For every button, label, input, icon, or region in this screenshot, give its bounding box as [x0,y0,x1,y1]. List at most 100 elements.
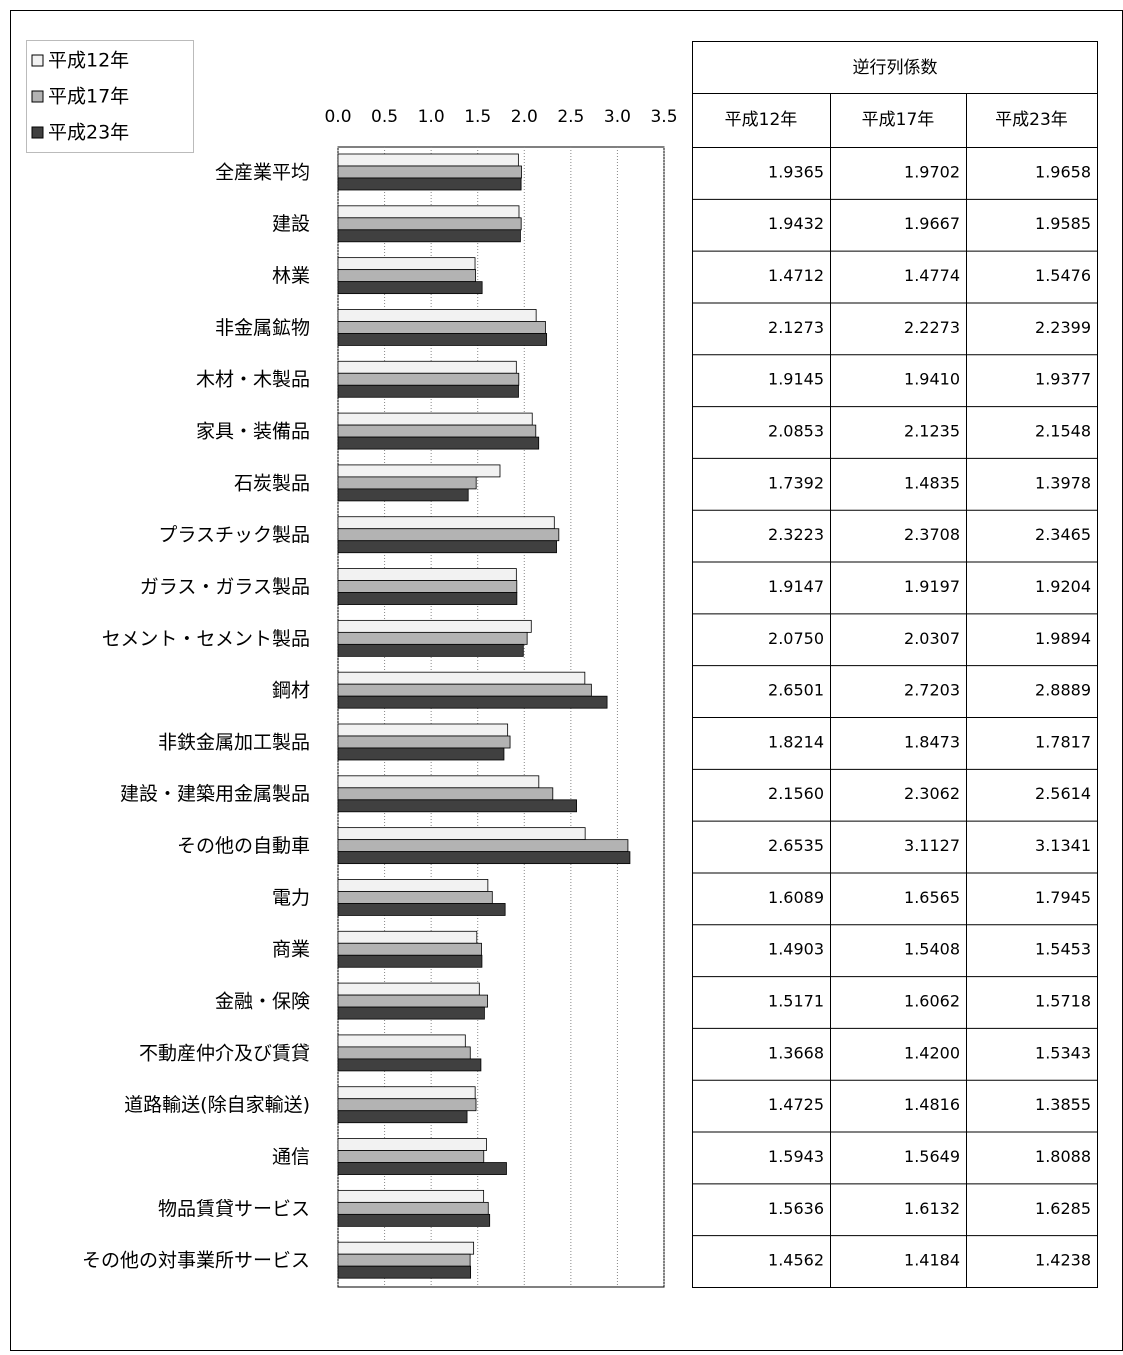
bar [337,1138,487,1151]
bar [337,891,493,904]
bar [337,1265,472,1279]
table-cell: 3.1341 [1035,836,1091,855]
table-cell: 1.5476 [1035,266,1091,285]
bar [337,412,533,426]
bar [337,309,537,322]
bar [337,528,560,542]
table-title: 逆行列係数 [853,58,938,78]
legend-swatch [31,90,44,103]
table-cell: 2.1273 [768,318,824,337]
table-cell: 1.9145 [768,370,824,389]
table-cell: 1.3978 [1035,473,1091,492]
table-cell: 2.3223 [768,525,824,544]
table-cell: 1.4712 [768,266,824,285]
bar [337,994,489,1008]
bar [337,1034,466,1048]
table-cell: 1.7392 [768,473,824,492]
category-label: セメント・セメント製品 [102,628,310,650]
bar [337,1006,485,1020]
table-cell: 1.4184 [904,1251,960,1270]
table-cell: 2.2273 [904,318,960,337]
bar [337,827,586,841]
bar [337,257,476,271]
bar [337,540,557,554]
table-cell: 1.9667 [904,214,960,233]
category-label: 通信 [272,1146,310,1168]
bar [337,775,540,789]
bar [337,723,509,737]
bar [337,436,540,450]
table-cell: 1.6565 [904,888,960,907]
x-tick-label: 1.0 [418,107,445,127]
table-header: 平成12年 [725,110,798,130]
bar [337,954,483,968]
table-cell: 3.1127 [904,836,960,855]
table-cell: 1.5453 [1035,940,1091,959]
bar [337,1058,482,1072]
bar [337,851,631,865]
bar [337,384,519,398]
bar [337,321,546,334]
table-cell: 1.6285 [1035,1199,1091,1218]
table-cell: 1.7817 [1035,732,1091,751]
legend-label: 平成12年 [48,50,129,72]
bar [337,671,586,685]
bar [337,879,489,892]
bar [337,281,483,295]
bar [337,333,548,346]
table-header: 平成23年 [995,110,1068,130]
table [692,41,1098,1288]
table-cell: 2.2399 [1035,318,1091,337]
bar [337,1253,471,1267]
bar [337,568,517,581]
category-label: 商業 [272,939,310,961]
bar [337,1189,485,1203]
category-label: 建設 [272,213,310,235]
table-cell: 1.5649 [904,1147,960,1166]
table-cell: 1.9894 [1035,629,1091,648]
legend-swatch [31,126,44,139]
bar [337,787,554,801]
table-cell: 1.8473 [904,732,960,751]
table-cell: 2.7203 [904,681,960,700]
table-cell: 1.6089 [768,888,824,907]
table-cell: 2.6535 [768,836,824,855]
bar [337,476,477,490]
table-cell: 1.9197 [904,577,960,596]
table-cell: 1.9377 [1035,370,1091,389]
table-cell: 2.0853 [768,422,824,441]
category-label: ガラス・ガラス製品 [140,576,310,598]
bar [337,217,522,231]
table-cell: 1.4903 [768,940,824,959]
bar [337,372,520,386]
x-tick-label: 2.0 [511,107,538,127]
category-label: 家具・装備品 [196,421,310,443]
table-cell: 1.9204 [1035,577,1091,596]
table-cell: 2.3708 [904,525,960,544]
table-cell: 1.9702 [904,162,960,181]
category-label: 全産業平均 [215,161,310,183]
bar [337,592,518,605]
category-label: その他の自動車 [177,835,310,857]
category-label: 建設・建築用金属製品 [120,783,310,805]
bar [337,360,517,374]
x-tick-label: 0.0 [324,107,351,127]
table-cell: 2.0750 [768,629,824,648]
category-label: 電力 [272,887,310,909]
table-cell: 1.4816 [904,1095,960,1114]
legend [26,40,194,153]
category-label: 道路輸送(除自家輸送) [124,1094,310,1116]
bar [337,735,511,749]
legend-swatch [31,54,44,67]
table-cell: 1.3668 [768,1043,824,1062]
legend-label: 平成23年 [48,122,129,144]
bar [337,1046,471,1060]
table-cell: 1.5408 [904,940,960,959]
bar [337,903,506,916]
table-cell: 2.3465 [1035,525,1091,544]
bar [337,580,518,593]
category-label: 物品賃貸サービス [158,1198,310,1220]
x-tick-label: 1.5 [464,107,491,127]
bar [337,683,592,697]
table-cell: 2.8889 [1035,681,1091,700]
